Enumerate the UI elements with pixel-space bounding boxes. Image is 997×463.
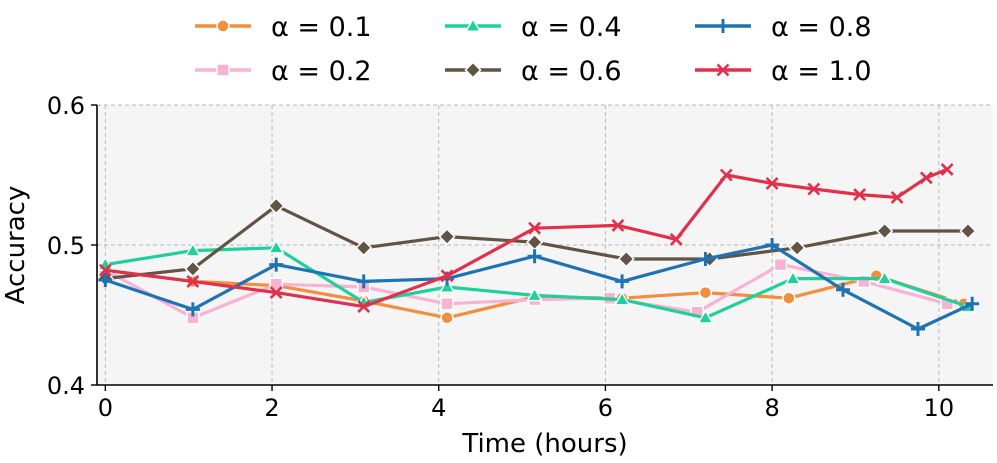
data-point	[269, 257, 284, 272]
data-point	[669, 232, 683, 246]
data-point	[876, 222, 894, 240]
legend-entry: α = 0.4	[445, 12, 622, 43]
legend-entry: α = 0.8	[695, 12, 872, 43]
legend-marker	[716, 63, 730, 77]
data-point	[765, 238, 780, 252]
data-point	[356, 274, 371, 289]
data-point	[698, 285, 713, 300]
data-point	[698, 252, 713, 266]
x-tick-label: 0	[98, 394, 113, 422]
data-point	[611, 218, 625, 232]
series-layer	[96, 162, 980, 336]
y-tick-label: 0.4	[47, 372, 85, 400]
legend: α = 0.1 α = 0.2 α = 0.4 α = 0.6 α = 0.8 α = 1…	[195, 12, 872, 87]
data-point	[528, 221, 542, 235]
series-6	[98, 162, 954, 314]
legend-label: α = 0.4	[521, 12, 622, 43]
data-point	[98, 263, 112, 277]
data-point	[184, 242, 202, 257]
data-point	[965, 296, 980, 311]
legend-label: α = 0.2	[271, 56, 372, 87]
x-tick-label: 2	[264, 394, 279, 422]
data-point	[919, 171, 933, 185]
data-point	[910, 322, 925, 336]
data-point	[853, 188, 867, 202]
data-point	[267, 197, 285, 215]
data-point	[773, 257, 788, 272]
data-point	[440, 297, 454, 311]
legend-entry: α = 0.1	[195, 12, 372, 43]
data-point	[807, 182, 821, 196]
legend-label: α = 0.1	[271, 12, 372, 43]
legend-marker	[464, 61, 482, 79]
y-tick-label: 0.6	[47, 92, 85, 120]
data-point	[890, 190, 904, 204]
data-point	[438, 228, 456, 246]
data-point	[784, 270, 802, 285]
data-point	[440, 269, 454, 283]
data-point	[788, 239, 806, 257]
legend-marker	[216, 19, 230, 33]
data-point	[269, 277, 283, 291]
series-5	[98, 238, 980, 336]
data-point	[267, 239, 285, 254]
legend-marker	[464, 17, 482, 32]
data-point	[959, 222, 977, 240]
x-tick-label: 8	[764, 394, 779, 422]
data-point	[184, 260, 202, 278]
x-tick-label: 4	[431, 394, 446, 422]
legend-entry: α = 0.2	[195, 56, 372, 87]
data-point	[269, 286, 283, 300]
data-point	[765, 176, 779, 190]
legend-label: α = 0.8	[771, 12, 872, 43]
data-point	[185, 302, 200, 317]
y-tick-label: 0.5	[47, 232, 85, 260]
x-tick-label: 10	[924, 394, 955, 422]
data-point	[617, 250, 635, 268]
data-point	[526, 286, 543, 302]
y-axis-title: Accuracy	[1, 186, 31, 305]
axes: 0 2 4 6 8 10 0.4 0.5 0.6	[47, 92, 993, 422]
data-point	[440, 311, 454, 325]
data-point	[98, 273, 113, 287]
data-point	[876, 270, 893, 285]
x-axis-title: Time (hours)	[461, 429, 627, 459]
data-point	[186, 274, 200, 288]
data-point	[782, 291, 796, 305]
legend-label: α = 1.0	[771, 56, 872, 87]
legend-label: α = 0.6	[521, 56, 622, 87]
data-point	[940, 162, 954, 176]
data-point	[357, 300, 371, 314]
grid-lines	[97, 104, 993, 386]
legend-entry: α = 1.0	[695, 56, 872, 87]
data-point	[613, 291, 631, 306]
data-point	[438, 278, 456, 293]
data-point	[697, 309, 714, 324]
data-point	[615, 274, 630, 289]
legend-marker	[716, 19, 730, 33]
legend-marker	[216, 63, 230, 77]
data-point	[355, 239, 373, 257]
data-point	[719, 168, 733, 182]
data-point	[527, 249, 542, 264]
x-tick-label: 6	[598, 394, 613, 422]
legend-entry: α = 0.6	[445, 56, 622, 87]
series-line	[103, 243, 974, 331]
data-point	[835, 282, 850, 297]
